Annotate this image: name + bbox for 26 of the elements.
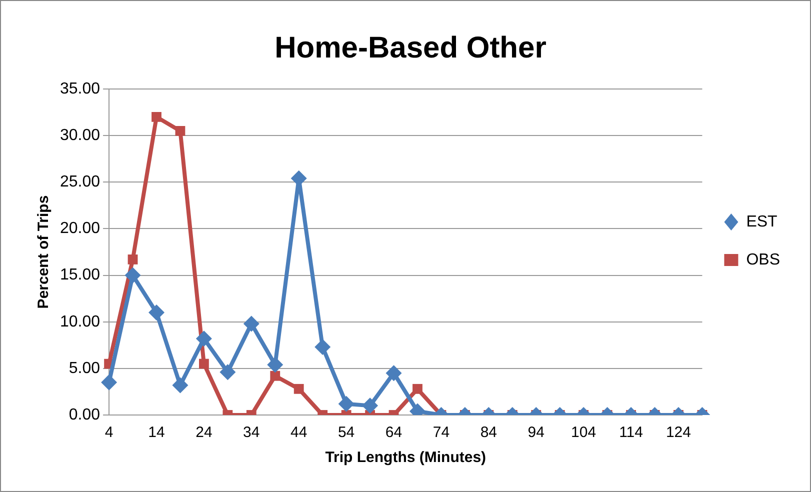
x-tick-label: 74 (432, 424, 450, 442)
x-tick-label: 4 (104, 424, 114, 442)
x-tick-label: 34 (243, 424, 260, 442)
y-tick-label: 5.00 (68, 360, 100, 377)
x-tick-label: 84 (480, 424, 498, 442)
legend-label: EST (746, 213, 778, 230)
x-tick-label: 94 (528, 424, 544, 442)
y-tick-label: 35.00 (60, 80, 100, 98)
x-tick-label: 44 (290, 424, 308, 442)
x-tick-label: 124 (666, 424, 691, 442)
y-tick-label: 0.00 (68, 406, 100, 424)
chart-title: Home-Based Other (274, 31, 547, 64)
y-axis-title: Percent of Trips (35, 195, 52, 309)
x-tick-label: 114 (619, 424, 643, 442)
x-tick-label: 24 (196, 424, 212, 442)
x-axis-title: Trip Lengths (Minutes) (325, 449, 486, 466)
x-tick-label: 14 (148, 424, 165, 442)
x-tick-label: 104 (571, 424, 596, 442)
legend-label: OBS (746, 251, 780, 268)
y-tick-label: 10.00 (60, 313, 100, 330)
x-tick-label: 54 (338, 424, 355, 442)
y-tick-label: 25.00 (60, 174, 100, 191)
y-tick-label: 15.00 (60, 266, 100, 284)
y-tick-label: 20.00 (60, 220, 100, 238)
x-tick-label: 64 (385, 424, 402, 442)
y-tick-label: 30.00 (60, 126, 100, 144)
